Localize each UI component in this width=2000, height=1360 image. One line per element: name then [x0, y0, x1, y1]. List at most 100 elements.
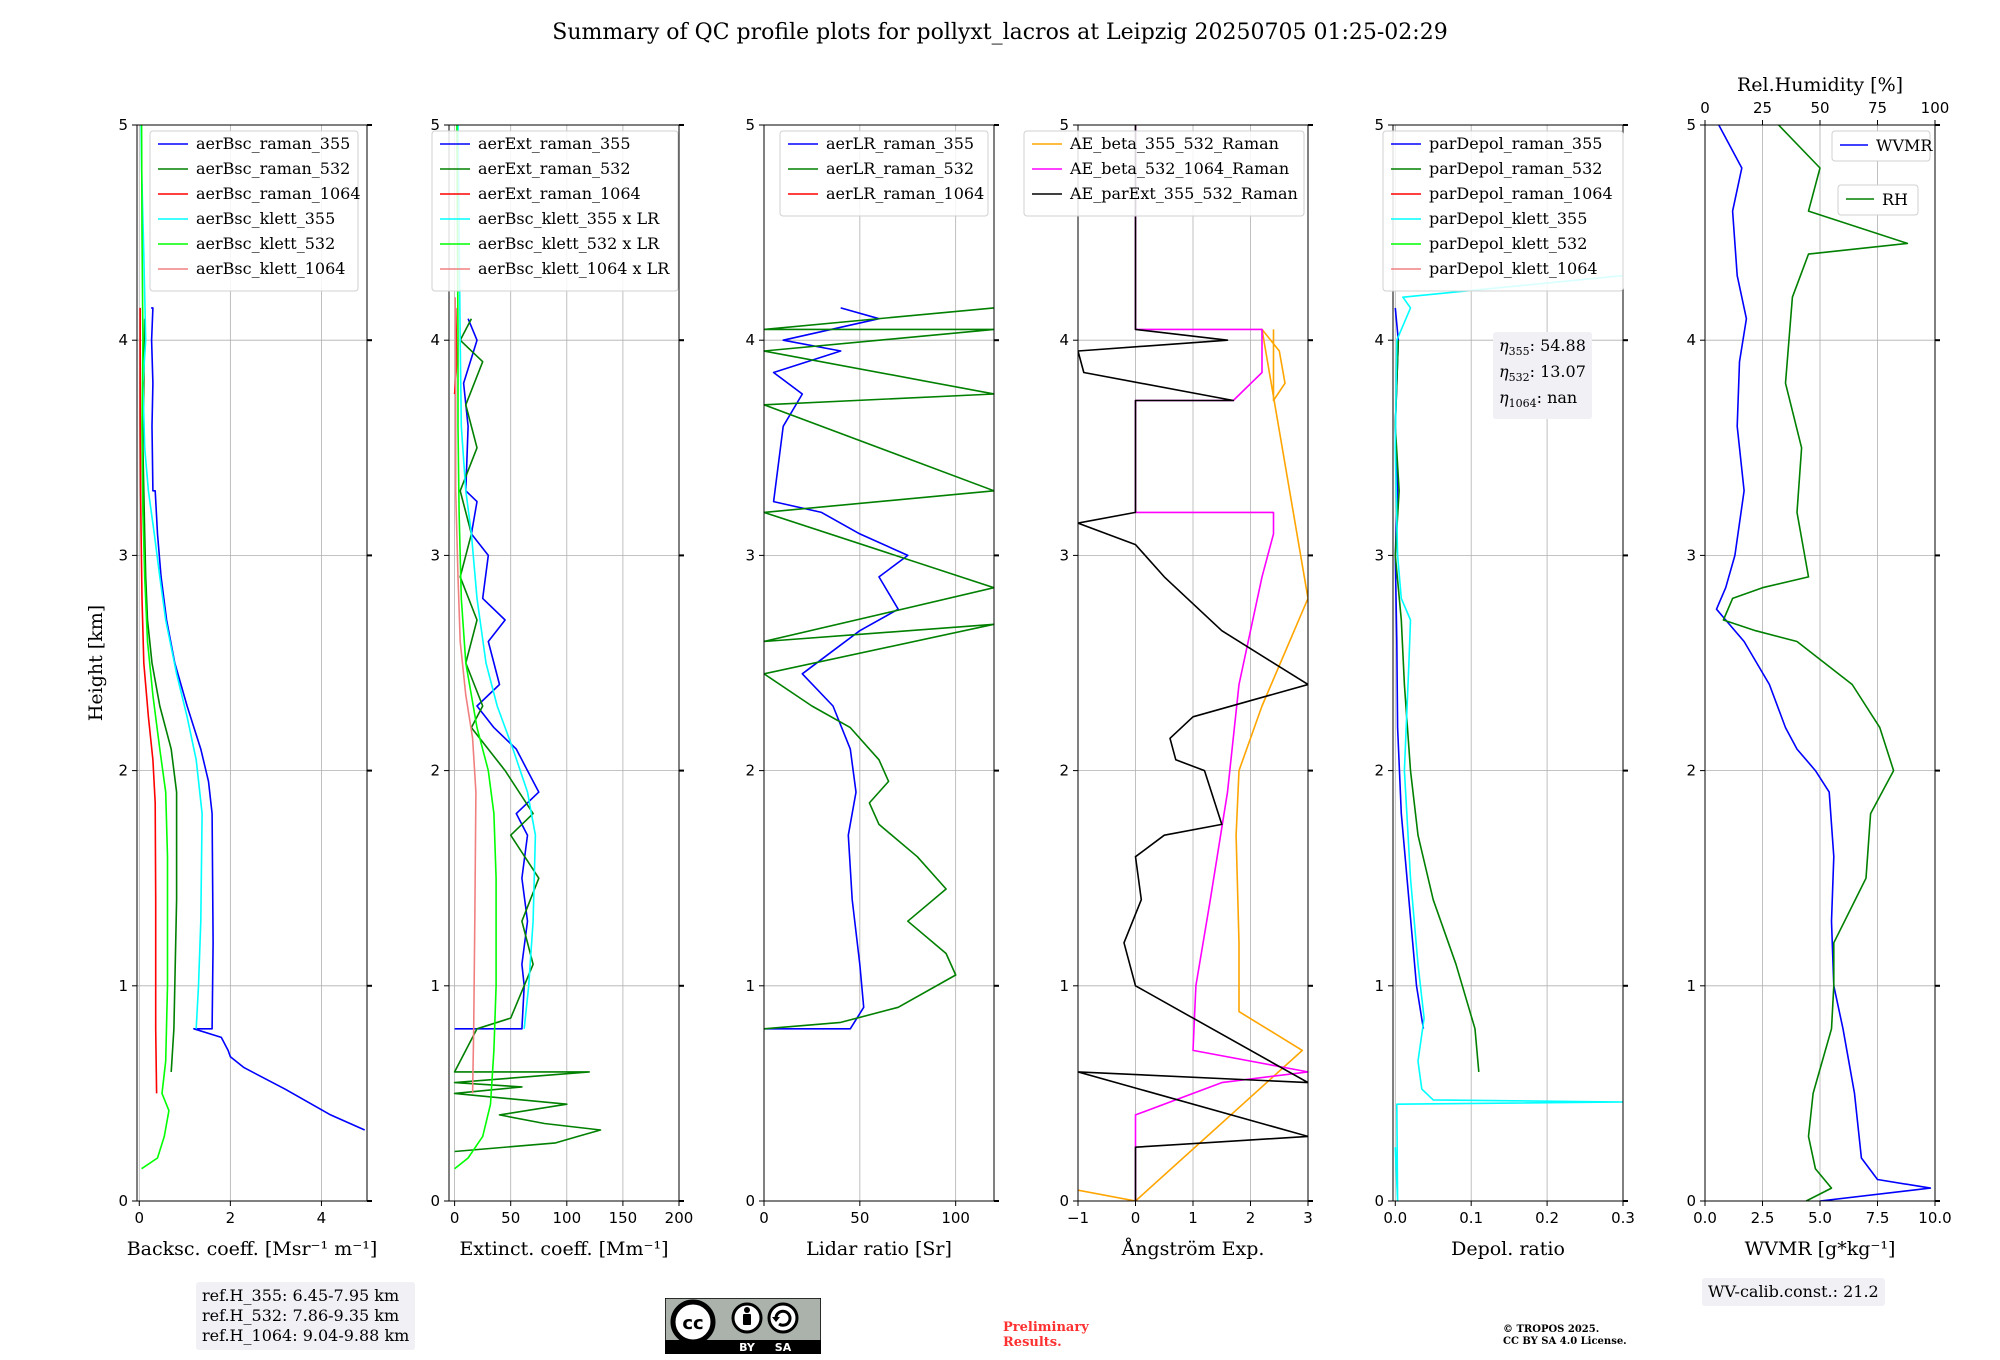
series-line: [140, 125, 170, 1170]
series-group: [453, 125, 602, 1170]
axes-frame: [763, 124, 995, 1202]
x-tick-label: 0.0: [1383, 1209, 1407, 1227]
subplot-1: 0 2 4 0 1 2 3 4 5 Backsc. coeff. [Msr⁻¹ m⁻¹] Heigh…: [85, 116, 377, 1260]
legend-label: aerBsc_klett_1064 x LR: [478, 259, 670, 278]
series-line: [1394, 340, 1480, 1072]
preliminary-note: Preliminary Results.: [1003, 1320, 1089, 1350]
legend-label: parDepol_raman_355: [1429, 134, 1602, 153]
series-line: [1394, 274, 1623, 1201]
y-tick-label: 2: [430, 762, 440, 780]
y-tick-label: 3: [1374, 546, 1384, 564]
legend-label: parDepol_raman_532: [1429, 159, 1602, 178]
x-tick-label: 2: [226, 1209, 236, 1227]
legend-frame: [431, 130, 679, 292]
legend: RH: [1837, 184, 1919, 216]
legend-label: WVMR: [1876, 136, 1933, 155]
y-tick-label: 4: [430, 331, 440, 349]
series-group: [1715, 125, 1932, 1201]
series-line: [457, 125, 537, 1029]
legend-label: aerBsc_klett_532: [196, 234, 335, 253]
legend: WVMR: [1831, 130, 1933, 162]
series-group: [139, 125, 366, 1170]
series-line: [453, 318, 602, 1153]
x-tick-label: 0.2: [1535, 1209, 1559, 1227]
x-tick-label: 5.0: [1808, 1209, 1832, 1227]
y-tick-label: 3: [1059, 546, 1069, 564]
legend-label: aerBsc_raman_1064: [196, 184, 361, 203]
wv-calib-text: WV-calib.const.: 21.2: [1708, 1282, 1879, 1301]
legend-label: aerExt_raman_355: [478, 134, 631, 153]
y-tick-label: 2: [1059, 762, 1069, 780]
cc-license-badge: cc BY SA: [665, 1298, 821, 1354]
legend-label: aerExt_raman_532: [478, 159, 631, 178]
x2-tick-label: 100: [1921, 99, 1950, 117]
x-tick-label: 7.5: [1866, 1209, 1890, 1227]
x-tick-label: 0.1: [1459, 1209, 1483, 1227]
series-line: [764, 307, 994, 1030]
y-tick-label: 1: [745, 977, 755, 995]
y-tick-label: 4: [1059, 331, 1069, 349]
x2-tick-label: 25: [1753, 99, 1772, 117]
wv-calib-box: WV-calib.const.: 21.2: [1702, 1278, 1885, 1306]
y-tick-label: 1: [1059, 977, 1069, 995]
series-line: [142, 318, 178, 1072]
x2-axis-label: Rel.Humidity [%]: [1737, 74, 1903, 96]
x-tick-label: 1: [1188, 1209, 1198, 1227]
legend-frame: [779, 130, 989, 217]
legend-label: aerBsc_klett_355: [196, 209, 335, 228]
y-tick-label: 5: [1059, 116, 1069, 134]
y-tick-label: 5: [1374, 116, 1384, 134]
x-tick-label: 50: [501, 1209, 520, 1227]
sa-icon: [767, 1302, 799, 1334]
y-tick-label: 4: [1374, 331, 1384, 349]
series-line: [1078, 125, 1308, 1201]
axes-frame: [1392, 124, 1624, 1202]
y-tick-label: 0: [1374, 1192, 1384, 1210]
legend: AE_beta_355_532_Raman AE_beta_532_1064_Ra…: [1023, 130, 1305, 217]
eta-box: η355: 54.88 η532: 13.07 η1064: nan: [1493, 332, 1592, 419]
x-tick-label: 50: [850, 1209, 869, 1227]
x-axis-label: WVMR [g*kg⁻¹]: [1745, 1238, 1896, 1260]
series-line: [454, 297, 477, 1094]
x-tick-label: −1: [1067, 1209, 1089, 1227]
y-tick-label: 1: [430, 977, 440, 995]
x-tick-label: 200: [665, 1209, 694, 1227]
y-tick-label: 0: [118, 1192, 128, 1210]
y-tick-label: 2: [118, 762, 128, 780]
subplot-2: 0 50 100 150 200 0 1 2 3 4 5 Extinct. coeff. [Mm⁻¹]…: [430, 116, 693, 1260]
legend-label: aerLR_raman_1064: [826, 184, 984, 203]
series-line: [1134, 125, 1308, 1201]
x-tick-label: 0: [135, 1209, 145, 1227]
legend-frame: [1831, 130, 1931, 162]
x-tick-label: 0: [1131, 1209, 1141, 1227]
series-line: [1078, 328, 1308, 1201]
legend-label: aerBsc_klett_1064: [196, 259, 345, 278]
x2-tick-label: 50: [1810, 99, 1829, 117]
x2-tick-label: 75: [1868, 99, 1887, 117]
legend-label: aerLR_raman_355: [826, 134, 974, 153]
y-tick-label: 1: [118, 977, 128, 995]
x-tick-label: 0: [759, 1209, 769, 1227]
legend-label: aerBsc_klett_355 x LR: [478, 209, 660, 228]
legend-label: aerExt_raman_1064: [478, 184, 641, 203]
subplot-5: 0.0 0.1 0.2 0.3 0 1 2 3 4 5 Depol. ratio parDepol_r…: [1374, 116, 1634, 1260]
series-group: [1394, 274, 1623, 1201]
legend-label: parDepol_klett_532: [1429, 234, 1587, 253]
x-tick-label: 150: [609, 1209, 638, 1227]
series-line: [1715, 125, 1932, 1201]
series-line: [150, 307, 366, 1131]
ref-heights-box: ref.H_355: 6.45-7.95 km ref.H_532: 7.86-…: [196, 1282, 416, 1350]
y-axis-label: Height [km]: [85, 605, 107, 721]
x-axis-label: Extinct. coeff. [Mm⁻¹]: [459, 1238, 668, 1260]
x-tick-label: 10.0: [1918, 1209, 1951, 1227]
series-line: [1722, 125, 1909, 1201]
x-tick-label: 0.3: [1611, 1209, 1635, 1227]
legend-frame: [1837, 184, 1919, 216]
y-tick-label: 5: [430, 116, 440, 134]
legend: aerBsc_raman_355 aerBsc_raman_532 aerBsc_r…: [149, 130, 361, 292]
y-tick-label: 5: [745, 116, 755, 134]
legend-label: aerBsc_raman_532: [196, 159, 350, 178]
legend-label: AE_beta_532_1064_Raman: [1069, 159, 1289, 178]
legend-label: RH: [1882, 190, 1908, 209]
